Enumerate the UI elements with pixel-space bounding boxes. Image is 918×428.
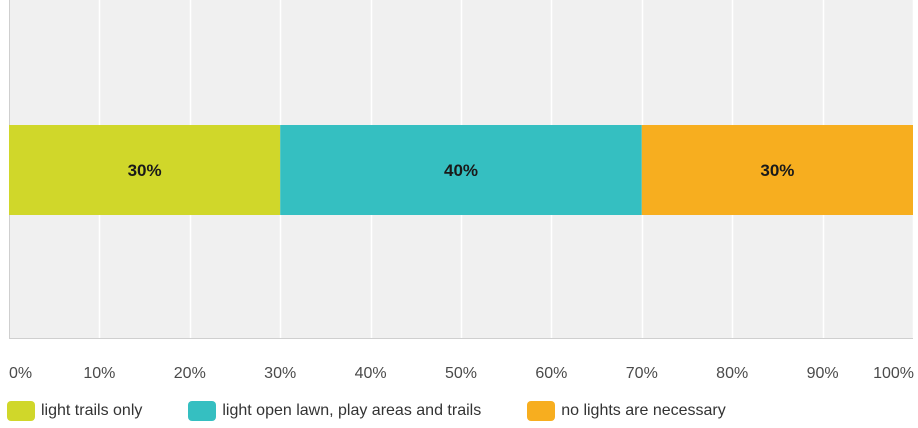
legend-label: no lights are necessary — [561, 402, 726, 419]
legend-swatch — [527, 401, 556, 421]
x-tick-label: 10% — [83, 365, 115, 382]
legend-label: light open lawn, play areas and trails — [222, 402, 482, 419]
x-tick-label: 40% — [355, 365, 387, 382]
bar-value-label-1: 30% — [128, 161, 162, 180]
stacked-bar-chart: 30% 40% 30% 0% 10% 20% 30% 40% 50% 60% 70% 80% 90% 1… — [9, 0, 915, 382]
x-tick-label: 80% — [716, 365, 748, 382]
legend-swatch — [7, 401, 35, 421]
bar-segment-3 — [641, 125, 913, 215]
legend-swatch — [188, 401, 217, 421]
x-tick-labels: 0% 10% 20% 30% 40% 50% 60% 70% 80% 90% 100% — [9, 365, 914, 382]
x-tick-label: 20% — [174, 365, 206, 382]
x-tick-label: 100% — [873, 365, 914, 382]
bar-segments — [9, 125, 913, 215]
x-tick-label: 90% — [807, 365, 839, 382]
x-tick-label: 0% — [9, 365, 32, 382]
bar-segment-1 — [9, 125, 281, 215]
bar-value-label-2: 40% — [444, 161, 478, 180]
legend-item-3: no lights are necessary — [527, 401, 726, 421]
legend-item-1: light trails only — [7, 401, 142, 421]
x-tick-label: 60% — [535, 365, 567, 382]
x-tick-label: 70% — [626, 365, 658, 382]
legend-item-2: light open lawn, play areas and trails — [188, 401, 481, 421]
x-tick-label: 30% — [264, 365, 296, 382]
legend-label: light trails only — [41, 402, 143, 419]
bar-value-labels: 30% 40% 30% — [128, 161, 795, 180]
x-tick-label: 50% — [445, 365, 477, 382]
bar-value-label-3: 30% — [760, 161, 794, 180]
legend: light trails only light open lawn, play a… — [7, 398, 772, 424]
bar-segment-2 — [280, 125, 642, 215]
